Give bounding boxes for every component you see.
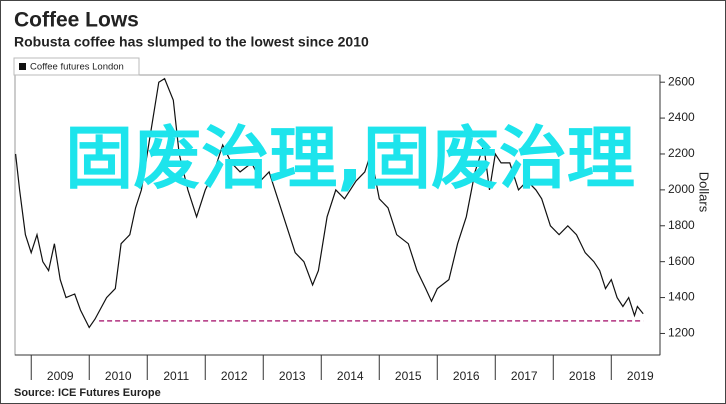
y-tick-label: 1200 <box>668 326 695 340</box>
x-tick-label: 2016 <box>453 369 480 383</box>
y-tick-label: 1400 <box>668 290 695 304</box>
source: Source: ICE Futures Europe <box>14 387 161 399</box>
x-tick-label: 2012 <box>221 369 248 383</box>
x-tick-label: 2010 <box>105 369 132 383</box>
y-tick-label: 2600 <box>668 74 695 88</box>
x-tick-label: 2015 <box>395 369 422 383</box>
chart-subtitle: Robusta coffee has slumped to the lowest… <box>14 34 369 50</box>
x-tick-label: 2019 <box>627 369 654 383</box>
legend-label: Coffee futures London <box>30 62 124 73</box>
overlay-text: 固废治理,固废治理 <box>65 120 635 199</box>
plot-frame <box>14 74 661 356</box>
x-tick-label: 2018 <box>569 369 596 383</box>
chart-title: Coffee Lows <box>14 9 139 32</box>
y-tick-label: 1800 <box>668 218 695 232</box>
x-tick-label: 2009 <box>47 369 74 383</box>
x-tick-label: 2011 <box>163 369 189 383</box>
y-tick-label: 2000 <box>668 182 695 196</box>
y-tick-label: 1600 <box>668 254 695 268</box>
x-tick-label: 2017 <box>511 369 538 383</box>
x-tick-label: 2013 <box>279 369 306 383</box>
legend-box <box>13 57 140 76</box>
series-line <box>15 77 644 329</box>
y-tick-label: 2200 <box>668 146 695 160</box>
y-axis-label: Dollars <box>697 172 712 213</box>
y-tick-label: 2400 <box>668 110 695 124</box>
legend-swatch <box>19 63 26 70</box>
x-tick-label: 2014 <box>337 369 364 383</box>
